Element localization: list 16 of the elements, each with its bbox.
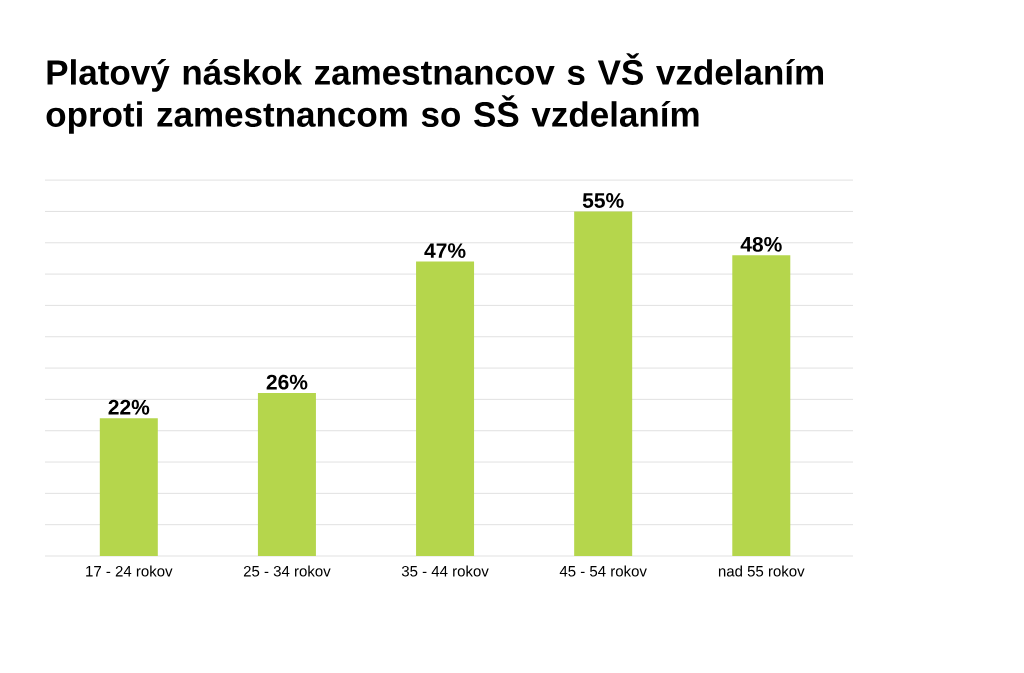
x-tick-label: 45 - 54 rokov — [559, 565, 647, 577]
bar — [732, 255, 791, 556]
data-label: 47% — [424, 243, 466, 259]
bar — [574, 211, 633, 556]
data-label: 55% — [582, 193, 624, 208]
data-label: 48% — [740, 236, 782, 252]
x-tick-label: 25 - 34 rokov — [243, 565, 331, 577]
bar — [99, 418, 158, 556]
data-label: 22% — [108, 399, 150, 415]
bar — [257, 393, 316, 556]
bar — [416, 261, 475, 556]
chart-title: Platový náskok zamestnancov s VŠ vzdelaním oproti zamestnancom so SŠ vzdelaním — [46, 53, 824, 134]
x-tick-label: 35 - 44 rokov — [401, 565, 489, 577]
x-tick-label: 17 - 24 rokov — [86, 565, 173, 577]
data-label: 26% — [266, 374, 308, 390]
x-tick-label: nad 55 rokov — [718, 565, 805, 577]
